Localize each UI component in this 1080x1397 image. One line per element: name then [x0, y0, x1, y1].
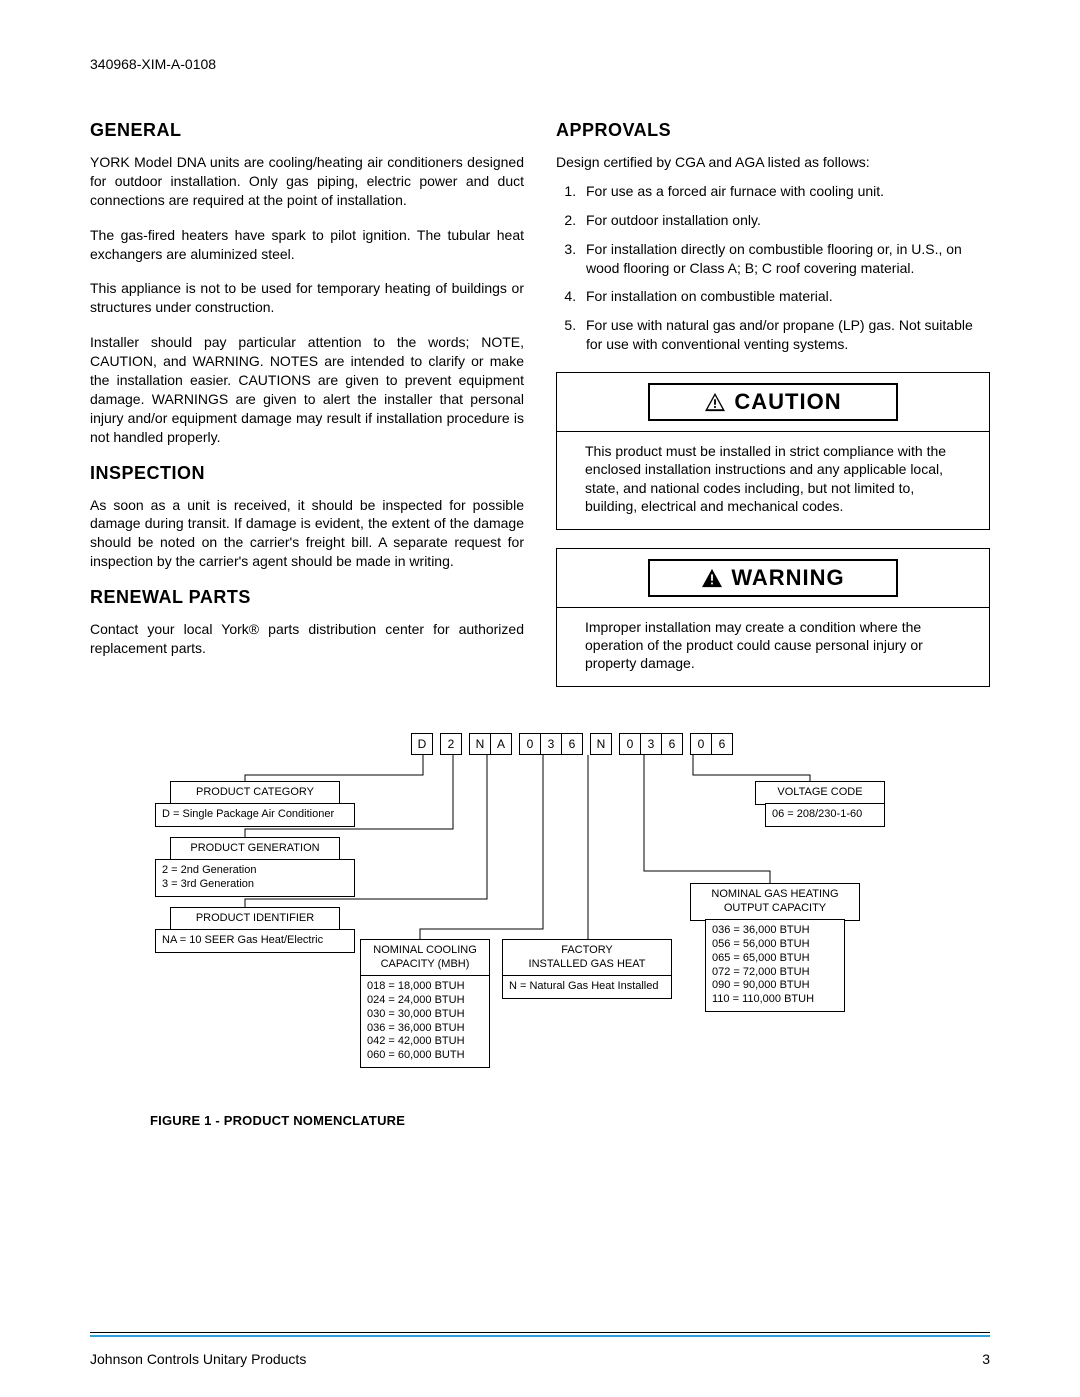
cooling-title: NOMINAL COOLING CAPACITY (MBH)	[360, 939, 490, 977]
product-identifier-list: NA = 10 SEER Gas Heat/Electric	[155, 929, 355, 953]
right-column: APPROVALS Design certified by CGA and AG…	[556, 112, 990, 693]
left-column: GENERAL YORK Model DNA units are cooling…	[90, 112, 524, 693]
factory-list: N = Natural Gas Heat Installed	[502, 975, 672, 999]
general-p4: Installer should pay particular attentio…	[90, 333, 524, 446]
code-cell: 0	[519, 733, 541, 755]
caution-header: CAUTION	[648, 383, 898, 421]
general-heading: GENERAL	[90, 120, 524, 141]
general-p1: YORK Model DNA units are cooling/heating…	[90, 153, 524, 210]
caution-text: This product must be installed in strict…	[557, 431, 989, 529]
figure-caption: FIGURE 1 - PRODUCT NOMENCLATURE	[150, 1113, 930, 1128]
nomenclature-wrap: D2NA036N03606 PRODUCT CATEGORY D = Singl…	[90, 733, 990, 1128]
code-cell: N	[469, 733, 491, 755]
code-cell: 0	[619, 733, 641, 755]
factory-title: FACTORY INSTALLED GAS HEAT	[502, 939, 672, 977]
warning-label: WARNING	[731, 565, 844, 591]
approval-item: For installation directly on combustible…	[580, 240, 990, 278]
doc-id: 340968-XIM-A-0108	[90, 56, 990, 72]
product-category-title: PRODUCT CATEGORY	[170, 781, 340, 805]
general-p2: The gas-fired heaters have spark to pilo…	[90, 226, 524, 264]
inspection-heading: INSPECTION	[90, 463, 524, 484]
code-cell: 6	[561, 733, 583, 755]
footer-rule	[90, 1332, 990, 1333]
warning-box: WARNING Improper installation may create…	[556, 548, 990, 688]
footer-accent	[90, 1335, 990, 1337]
alert-triangle-icon	[704, 392, 726, 412]
code-cell: A	[490, 733, 512, 755]
renewal-heading: RENEWAL PARTS	[90, 587, 524, 608]
nomenclature-diagram: D2NA036N03606 PRODUCT CATEGORY D = Singl…	[150, 733, 930, 1093]
code-cell: 3	[640, 733, 662, 755]
approvals-list: For use as a forced air furnace with coo…	[556, 182, 990, 354]
code-cell: D	[411, 733, 433, 755]
code-cell: 6	[661, 733, 683, 755]
content-columns: GENERAL YORK Model DNA units are cooling…	[90, 112, 990, 693]
code-row: D2NA036N03606	[412, 733, 733, 755]
caution-label: CAUTION	[734, 389, 841, 415]
approval-item: For use as a forced air furnace with coo…	[580, 182, 990, 201]
product-identifier-title: PRODUCT IDENTIFIER	[170, 907, 340, 931]
alert-triangle-icon	[701, 568, 723, 588]
code-cell: N	[590, 733, 612, 755]
warning-header: WARNING	[648, 559, 898, 597]
footer-page: 3	[982, 1351, 990, 1367]
warning-text: Improper installation may create a condi…	[557, 607, 989, 687]
general-p3: This appliance is not to be used for tem…	[90, 279, 524, 317]
product-generation-title: PRODUCT GENERATION	[170, 837, 340, 861]
caution-box: CAUTION This product must be installed i…	[556, 372, 990, 530]
footer-left: Johnson Controls Unitary Products	[90, 1351, 306, 1367]
approvals-heading: APPROVALS	[556, 120, 990, 141]
code-cell: 3	[540, 733, 562, 755]
approvals-intro: Design certified by CGA and AGA listed a…	[556, 153, 990, 172]
cooling-list: 018 = 18,000 BTUH 024 = 24,000 BTUH 030 …	[360, 975, 490, 1068]
approval-item: For outdoor installation only.	[580, 211, 990, 230]
heating-list: 036 = 36,000 BTUH 056 = 56,000 BTUH 065 …	[705, 919, 845, 1012]
footer: Johnson Controls Unitary Products 3	[90, 1351, 990, 1367]
approval-item: For installation on combustible material…	[580, 287, 990, 306]
code-cell: 2	[440, 733, 462, 755]
renewal-p1: Contact your local York® parts distribut…	[90, 620, 524, 658]
code-cell: 6	[711, 733, 733, 755]
product-generation-list: 2 = 2nd Generation 3 = 3rd Generation	[155, 859, 355, 897]
voltage-list: 06 = 208/230-1-60	[765, 803, 885, 827]
voltage-title: VOLTAGE CODE	[755, 781, 885, 805]
inspection-p1: As soon as a unit is received, it should…	[90, 496, 524, 572]
code-cell: 0	[690, 733, 712, 755]
heating-title: NOMINAL GAS HEATING OUTPUT CAPACITY	[690, 883, 860, 921]
approval-item: For use with natural gas and/or propane …	[580, 316, 990, 354]
product-category-list: D = Single Package Air Conditioner	[155, 803, 355, 827]
